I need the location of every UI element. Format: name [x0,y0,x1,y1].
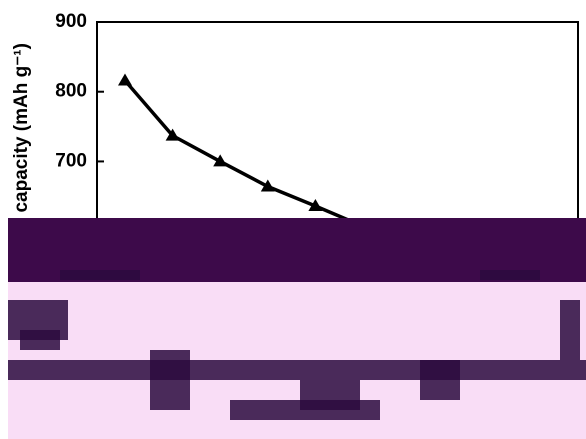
corrupt-block [560,300,580,360]
corrupt-block [20,330,60,350]
marker [165,128,180,141]
corrupt-block [150,350,190,410]
corrupt-block [60,270,140,280]
marker [260,179,275,192]
marker [118,73,132,86]
y-tick-label: 700 [55,150,87,171]
y-axis-label: fic capacity (mAh g⁻¹) [11,43,32,240]
marker [308,199,323,212]
marker [213,154,228,167]
corrupt-block [300,380,360,410]
data-line [123,79,364,228]
corrupt-block [480,270,540,280]
y-tick-label: 800 [55,81,87,102]
corrupt-block [420,360,460,400]
y-tick-label: 900 [55,11,87,32]
corrupt-block [8,360,586,380]
